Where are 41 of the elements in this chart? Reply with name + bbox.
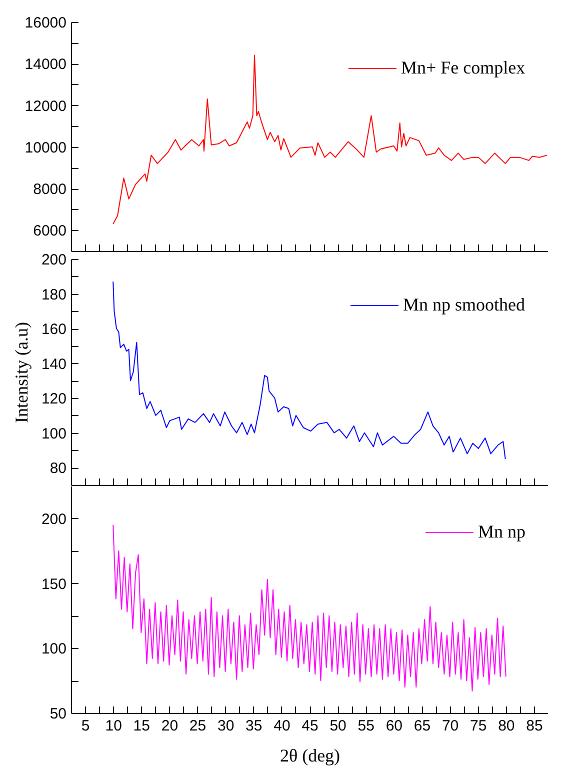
y-tick-label: 200 [41,510,66,528]
y-tick-label: 10000 [24,139,66,156]
y-axis-title: Intensity (a.u) [11,322,32,423]
x-tick-label: 85 [526,718,543,734]
x-tick-label: 15 [133,718,150,734]
x-tick-label: 75 [470,718,487,734]
x-tick-label: 50 [330,718,346,734]
x-tick-label: 30 [217,718,234,734]
y-tick-label: 100 [41,640,66,658]
x-tick-label: 80 [498,718,515,734]
legend-label: Mn+ Fe complex [401,58,526,78]
line-series [112,54,548,224]
x-axis-title: 2θ (deg) [280,746,340,766]
y-tick-label: 120 [41,390,66,408]
legend-label: Mn np smoothed [403,294,526,314]
y-tick-label: 180 [41,286,66,304]
y-tick-label: 50 [50,706,66,722]
y-tick-label: 14000 [24,56,66,74]
x-tick-label: 55 [358,718,374,734]
x-tick-label: 70 [442,718,459,734]
x-tick-label: 60 [386,718,403,734]
y-tick-label: 80 [50,460,66,478]
x-tick-label: 20 [161,718,178,734]
line-series [112,524,506,692]
x-tick-label: 35 [246,718,262,734]
y-tick-label: 160 [41,321,66,338]
x-tick-label: 25 [189,718,206,734]
y-tick-label: 8000 [33,181,66,198]
legend-label: Mn np [478,522,526,542]
x-tick-label: 65 [414,718,431,734]
x-tick-label: 10 [105,718,122,734]
y-tick-label: 140 [41,356,66,373]
y-tick-label: 200 [41,252,66,268]
y-tick-label: 12000 [24,98,66,115]
y-tick-label: 6000 [33,222,66,240]
x-tick-label: 45 [302,718,318,734]
y-tick-label: 100 [41,425,66,442]
x-tick-label: 5 [81,718,90,734]
x-tick-label: 40 [274,718,290,734]
y-tick-label: 16000 [24,14,66,32]
y-tick-label: 150 [41,576,66,593]
